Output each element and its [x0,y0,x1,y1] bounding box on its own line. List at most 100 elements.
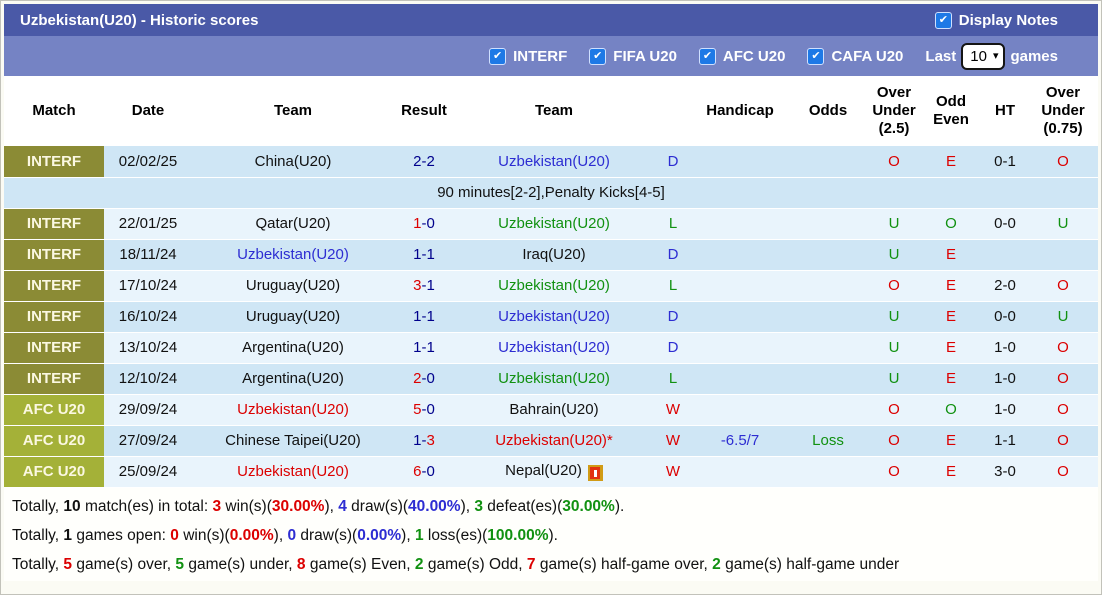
filter-label: INTERF [513,47,568,65]
summary-line: Totally, 10 match(es) in total: 3 win(s)… [4,492,1098,521]
checkbox-icon[interactable]: ✔ [489,47,507,65]
competition-badge: AFC U20 [4,394,104,425]
last-games-select[interactable]: 10 ▾ [961,42,1006,70]
competition-badge: AFC U20 [4,456,104,487]
home-score: 1 [413,339,422,356]
summary-segment: 1 [63,526,73,544]
away-team-name[interactable]: Uzbekistan(U20) [498,370,610,387]
away-score: 1 [426,246,435,263]
away-team-name[interactable]: Uzbekistan(U20) [498,152,610,170]
summary-segment: 0 [170,526,179,544]
win-draw-loss: L [654,208,692,239]
half-time-score [982,239,1028,270]
summary-segment: 10 [63,497,81,515]
away-team-name[interactable]: Iraq(U20) [522,246,586,263]
half-time-score: 3-0 [982,456,1028,487]
away-team-name[interactable]: Uzbekistan(U20) [498,215,610,232]
checkbox-icon[interactable]: ✔ [807,47,825,65]
display-notes-toggle[interactable]: ✔ Display Notes [934,11,1058,29]
column-header-over-under-0-75-: Over Under (0.75) [1028,76,1098,146]
summary-segment: game(s) Odd, [423,555,527,573]
away-team-name[interactable]: Uzbekistan(U20) [498,339,610,356]
over-under-25: U [868,208,920,239]
handicap-value: -6.5/7 [692,425,788,456]
away-team-name[interactable]: Uzbekistan(U20) [498,308,610,325]
title-bar: Uzbekistan(U20) - Historic scores ✔ Disp… [4,4,1098,36]
score-dash: - [421,308,427,325]
competition-badge: INTERF [4,363,104,394]
over-under-075: U [1028,208,1098,239]
filter-afc-u20[interactable]: ✔ AFC U20 [698,47,786,65]
away-score: 3 [426,432,435,449]
home-team-name[interactable]: Uzbekistan(U20) [237,401,349,418]
summary-segment: defeat(es)( [483,497,563,515]
checkbox-icon[interactable]: ✔ [698,47,716,65]
summary-segment: 30.00% [271,497,325,515]
half-time-score: 1-0 [982,363,1028,394]
last-label: Last [925,47,957,65]
home-team-name[interactable]: Argentina(U20) [242,370,344,387]
over-under-25: O [868,270,920,301]
home-team-cell: Uzbekistan(U20) [192,456,394,487]
summary-segment: game(s) half-game under [720,555,900,573]
home-team-name[interactable]: Uruguay(U20) [245,277,341,294]
home-team-name[interactable]: Chinese Taipei(U20) [225,432,361,449]
half-time-score: 1-1 [982,425,1028,456]
win-draw-loss: L [654,270,692,301]
match-date: 13/10/24 [104,332,192,363]
home-team-name[interactable]: Uzbekistan(U20) [237,246,349,263]
display-notes-checkbox-icon[interactable]: ✔ [934,11,952,29]
away-team-cell: Bahrain(U20) [454,394,654,425]
summary-segment: game(s) over, [72,555,176,573]
home-score: 3 [413,277,422,294]
score-dash: - [421,152,427,170]
summary-segment: win(s)( [178,526,230,544]
match-date: 29/09/24 [104,394,192,425]
home-team-cell: Argentina(U20) [192,363,394,394]
win-draw-loss: D [654,239,692,270]
match-row: AFC U20 27/09/24 Chinese Taipei(U20) 1-3 Uzb… [4,425,1098,456]
odds-value [788,301,868,332]
column-header-ht: HT [982,76,1028,146]
column-header-date: Date [104,76,192,146]
home-team-name[interactable]: China(U20) [254,152,332,170]
over-under-075 [1028,239,1098,270]
summary-segment: 1 [414,526,424,544]
result-cell: 1-1 [394,239,454,270]
summary-segment: 8 [296,555,306,573]
checkbox-icon[interactable]: ✔ [589,47,607,65]
half-time-score: 1-0 [982,394,1028,425]
competition-badge: INTERF [4,301,104,332]
page-title: Uzbekistan(U20) - Historic scores [20,11,259,29]
home-team-cell: Uzbekistan(U20) [192,239,394,270]
home-team-name[interactable]: Argentina(U20) [242,339,344,356]
summary-segment: 2 [712,555,721,573]
away-team-cell: Uzbekistan(U20) [454,208,654,239]
last-games-value: 10 [970,47,987,65]
away-team-cell: Uzbekistan(U20) [454,270,654,301]
filter-fifa-u20[interactable]: ✔ FIFA U20 [589,47,677,65]
note-row: 90 minutes[2-2],Penalty Kicks[4-5] [4,177,1098,208]
summary-segment: ). [614,497,625,515]
over-under-25: O [868,425,920,456]
home-team-name[interactable]: Uzbekistan(U20) [237,463,349,480]
score-dash: - [421,463,427,480]
home-score: 2 [413,152,422,170]
away-team-name[interactable]: Bahrain(U20) [509,401,599,418]
away-team-name[interactable]: Nepal(U20) [505,461,582,479]
chevron-down-icon: ▾ [992,49,999,62]
home-team-name[interactable]: Qatar(U20) [255,215,331,232]
match-row: INTERF 02/02/25 China(U20) 2-2 Uzbekistan(U2… [4,146,1098,177]
competition-badge: INTERF [4,208,104,239]
result-cell: 2-2 [394,146,454,177]
away-team-name[interactable]: Uzbekistan(U20) [498,277,610,294]
filter-interf[interactable]: ✔ INTERF [489,47,568,65]
home-team-name[interactable]: Uruguay(U20) [245,308,341,325]
score-dash: - [421,339,427,356]
games-label: games [1010,47,1058,65]
summary-segment: 0.00% [357,526,402,544]
filter-cafa-u20[interactable]: ✔ CAFA U20 [807,47,903,65]
filter-label: AFC U20 [722,47,786,65]
result-cell: 6-0 [394,456,454,487]
away-team-name[interactable]: Uzbekistan(U20)* [495,432,613,449]
